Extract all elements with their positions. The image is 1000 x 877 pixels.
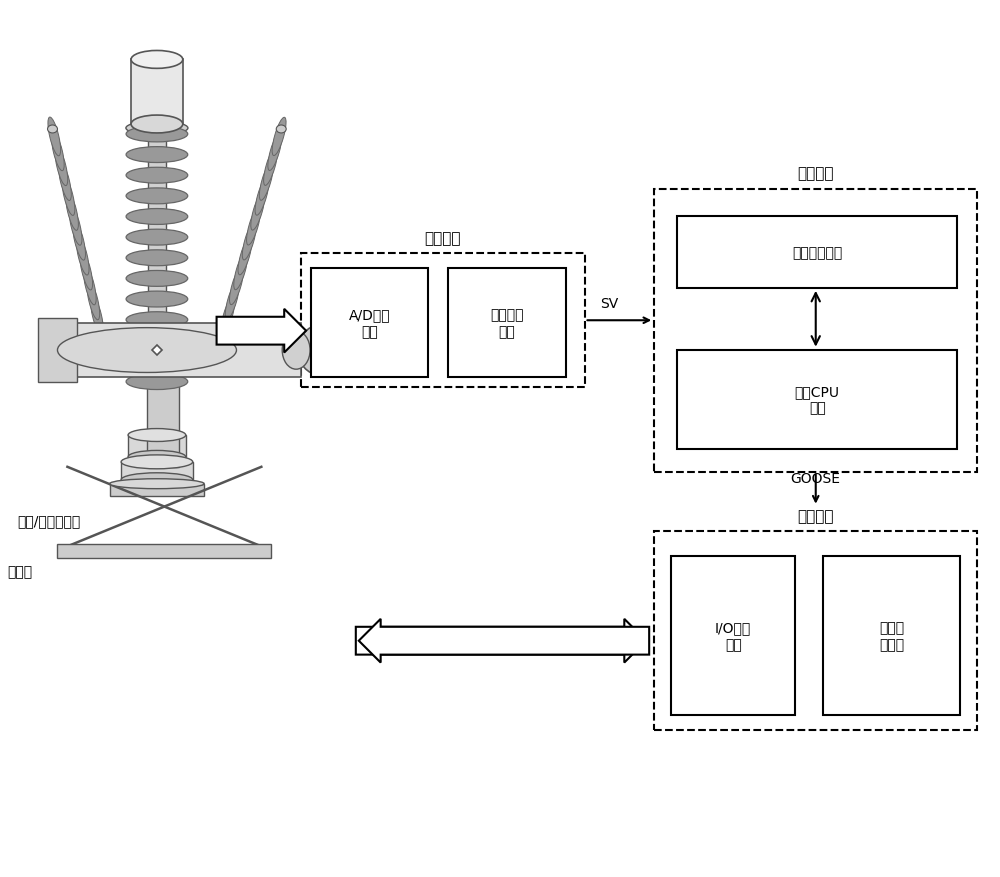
- Bar: [128, 436, 186, 458]
- Ellipse shape: [272, 118, 286, 156]
- Ellipse shape: [126, 122, 188, 136]
- Text: 智能终端: 智能终端: [797, 509, 834, 524]
- Ellipse shape: [126, 292, 188, 308]
- Bar: [677, 350, 957, 449]
- Text: I/O转换
模块: I/O转换 模块: [715, 621, 751, 651]
- Ellipse shape: [69, 207, 82, 246]
- Ellipse shape: [66, 192, 78, 231]
- Ellipse shape: [126, 127, 188, 143]
- Ellipse shape: [62, 177, 75, 216]
- Ellipse shape: [131, 52, 183, 69]
- Ellipse shape: [126, 210, 188, 225]
- Ellipse shape: [128, 451, 186, 464]
- Bar: [311, 268, 428, 378]
- Bar: [147, 378, 179, 467]
- Ellipse shape: [59, 162, 71, 201]
- Text: 断路器
操作箱: 断路器 操作箱: [879, 621, 904, 651]
- Bar: [121, 462, 193, 481]
- Ellipse shape: [97, 334, 107, 342]
- FancyArrow shape: [356, 619, 646, 663]
- Bar: [448, 268, 566, 378]
- Text: 电压/电流互感器: 电压/电流互感器: [18, 514, 81, 528]
- Text: 同步对时
模块: 同步对时 模块: [490, 309, 524, 339]
- Ellipse shape: [110, 479, 204, 489]
- Ellipse shape: [57, 328, 236, 373]
- Ellipse shape: [225, 282, 239, 320]
- Ellipse shape: [251, 193, 265, 231]
- Ellipse shape: [264, 148, 278, 186]
- Bar: [677, 217, 957, 289]
- Ellipse shape: [126, 312, 188, 328]
- Bar: [671, 557, 795, 716]
- Ellipse shape: [268, 133, 282, 171]
- Ellipse shape: [48, 118, 61, 157]
- Bar: [57, 545, 271, 559]
- Ellipse shape: [55, 147, 68, 187]
- Ellipse shape: [221, 296, 235, 335]
- Ellipse shape: [131, 116, 183, 134]
- Ellipse shape: [276, 126, 286, 134]
- FancyArrow shape: [359, 619, 649, 663]
- Ellipse shape: [230, 267, 243, 305]
- Bar: [38, 318, 77, 383]
- Ellipse shape: [73, 222, 85, 260]
- Ellipse shape: [126, 189, 188, 204]
- Ellipse shape: [126, 271, 188, 287]
- Bar: [823, 557, 960, 716]
- Ellipse shape: [126, 374, 188, 390]
- FancyArrow shape: [217, 310, 306, 353]
- Ellipse shape: [217, 311, 231, 350]
- Bar: [654, 189, 977, 472]
- Text: 合并单元: 合并单元: [425, 231, 461, 246]
- Text: GOOSE: GOOSE: [791, 472, 841, 486]
- Ellipse shape: [238, 238, 252, 275]
- Ellipse shape: [234, 252, 248, 290]
- Ellipse shape: [80, 252, 93, 290]
- Ellipse shape: [48, 126, 57, 134]
- Ellipse shape: [126, 251, 188, 267]
- Ellipse shape: [298, 326, 340, 375]
- Bar: [301, 253, 585, 388]
- Text: SV: SV: [600, 297, 619, 311]
- Ellipse shape: [242, 223, 256, 260]
- Text: 断路器: 断路器: [8, 565, 33, 579]
- Text: 保护装置: 保护装置: [797, 167, 834, 182]
- Ellipse shape: [76, 237, 89, 275]
- Ellipse shape: [255, 178, 269, 216]
- Bar: [148, 135, 166, 438]
- Ellipse shape: [259, 163, 273, 201]
- Text: 人机接口模块: 人机接口模块: [792, 246, 842, 260]
- Ellipse shape: [128, 429, 186, 442]
- Bar: [110, 484, 204, 496]
- Ellipse shape: [51, 132, 64, 172]
- Ellipse shape: [282, 332, 310, 370]
- Ellipse shape: [121, 474, 193, 487]
- Ellipse shape: [247, 208, 260, 246]
- Bar: [53, 324, 301, 378]
- Ellipse shape: [83, 267, 96, 305]
- Ellipse shape: [126, 168, 188, 184]
- Ellipse shape: [94, 311, 107, 350]
- Ellipse shape: [126, 333, 188, 349]
- Ellipse shape: [121, 455, 193, 469]
- Ellipse shape: [87, 282, 100, 320]
- Bar: [131, 61, 183, 125]
- Ellipse shape: [126, 230, 188, 246]
- Bar: [654, 531, 977, 731]
- Text: 保护CPU
模块: 保护CPU 模块: [795, 385, 840, 415]
- Ellipse shape: [217, 334, 227, 342]
- Ellipse shape: [126, 147, 188, 163]
- Ellipse shape: [126, 353, 188, 369]
- Text: A/D采样
模块: A/D采样 模块: [349, 309, 391, 339]
- Ellipse shape: [91, 296, 103, 335]
